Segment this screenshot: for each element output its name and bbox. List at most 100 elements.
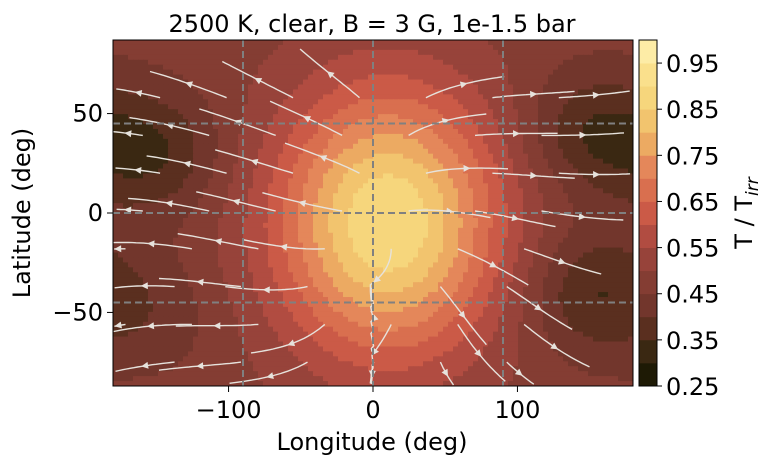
contour-cell xyxy=(608,222,614,229)
contour-cell xyxy=(228,69,234,76)
contour-cell xyxy=(338,267,344,273)
contour-cell xyxy=(158,119,164,125)
contour-cell xyxy=(588,89,594,95)
contour-cell xyxy=(598,178,604,184)
contour-cell xyxy=(353,247,359,254)
contour-cell xyxy=(113,252,119,259)
contour-cell xyxy=(293,208,299,214)
contour-cell xyxy=(143,119,149,125)
contour-cell xyxy=(158,148,164,155)
contour-cell xyxy=(478,163,484,170)
contour-cell xyxy=(418,193,424,199)
contour-cell xyxy=(343,89,349,95)
contour-cell xyxy=(428,124,434,130)
contour-cell xyxy=(328,252,334,259)
contour-cell xyxy=(258,89,264,95)
contour-cell xyxy=(493,208,499,214)
contour-cell xyxy=(498,242,504,249)
contour-cell xyxy=(583,222,589,229)
contour-cell xyxy=(598,242,604,249)
contour-cell xyxy=(403,133,409,140)
contour-cell xyxy=(603,74,609,81)
contour-cell xyxy=(373,267,379,273)
contour-cell xyxy=(413,44,419,51)
contour-cell xyxy=(203,44,209,51)
contour-cell xyxy=(373,198,379,204)
contour-cell xyxy=(408,59,414,66)
plot-area xyxy=(113,40,633,386)
contour-cell xyxy=(423,79,429,86)
contour-cell xyxy=(308,44,314,51)
contour-cell xyxy=(253,183,259,189)
contour-cell xyxy=(383,109,389,115)
contour-cell xyxy=(508,114,514,120)
contour-cell xyxy=(128,109,134,115)
contour-cell xyxy=(538,262,544,268)
contour-cell xyxy=(333,208,339,214)
contour-cell xyxy=(493,163,499,170)
contour-cell xyxy=(318,124,324,130)
contour-cell xyxy=(508,232,514,239)
contour-cell xyxy=(438,198,444,204)
contour-cell xyxy=(268,40,274,46)
contour-cell xyxy=(298,44,304,51)
contour-cell xyxy=(613,153,619,160)
contour-cell xyxy=(513,262,519,268)
contour-cell xyxy=(498,183,504,189)
contour-cell xyxy=(408,247,414,254)
contour-cell xyxy=(193,188,199,194)
contour-cell xyxy=(453,54,459,61)
contour-cell xyxy=(223,143,229,150)
contour-cell xyxy=(223,232,229,239)
contour-cell xyxy=(368,213,374,219)
contour-cell xyxy=(438,143,444,150)
contour-cell xyxy=(558,44,564,51)
contour-cell xyxy=(138,232,144,239)
contour-cell xyxy=(308,158,314,165)
contour-cell xyxy=(183,64,189,71)
contour-cell xyxy=(313,40,319,46)
contour-cell xyxy=(553,104,559,110)
contour-cell xyxy=(478,183,484,189)
contour-cell xyxy=(143,128,149,135)
contour-cell xyxy=(363,84,369,91)
contour-cell xyxy=(623,217,629,224)
contour-cell xyxy=(113,99,119,105)
contour-cell xyxy=(363,124,369,130)
contour-cell xyxy=(293,252,299,259)
contour-cell xyxy=(528,203,534,209)
contour-cell xyxy=(313,188,319,194)
contour-cell xyxy=(123,193,129,199)
contour-cell xyxy=(598,124,604,130)
contour-cell xyxy=(208,49,214,56)
contour-cell xyxy=(183,74,189,81)
contour-cell xyxy=(128,99,134,105)
contour-cell xyxy=(518,232,524,239)
contour-cell xyxy=(618,74,624,81)
contour-cell xyxy=(473,227,479,234)
contour-cell xyxy=(118,59,124,66)
contour-cell xyxy=(508,148,514,155)
contour-cell xyxy=(618,262,624,268)
contour-cell xyxy=(228,64,234,71)
contour-cell xyxy=(198,252,204,259)
contour-cell xyxy=(443,54,449,61)
contour-cell xyxy=(138,257,144,264)
contour-cell xyxy=(318,247,324,254)
contour-cell xyxy=(208,99,214,105)
contour-cell xyxy=(248,54,254,61)
contour-cell xyxy=(488,40,494,46)
contour-cell xyxy=(363,49,369,56)
contour-cell xyxy=(218,44,224,51)
contour-cell xyxy=(268,109,274,115)
contour-cell xyxy=(258,203,264,209)
contour-cell xyxy=(373,44,379,51)
contour-cell xyxy=(358,89,364,95)
contour-cell xyxy=(343,217,349,224)
contour-cell xyxy=(363,183,369,189)
contour-cell xyxy=(318,49,324,56)
contour-cell xyxy=(433,193,439,199)
contour-cell xyxy=(268,267,274,273)
contour-cell xyxy=(378,188,384,194)
contour-cell xyxy=(293,242,299,249)
